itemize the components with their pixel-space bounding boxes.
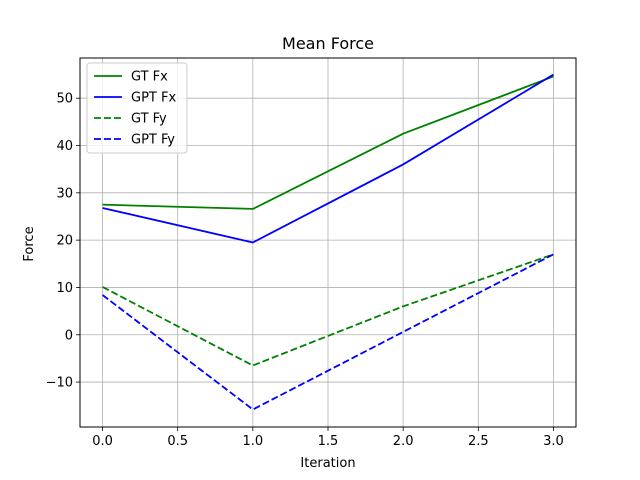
x-tick-label: 2.5: [468, 434, 489, 449]
x-tick-label: 0.0: [92, 434, 113, 449]
x-tick-label: 2.0: [393, 434, 414, 449]
y-tick-label: 20: [56, 234, 73, 249]
x-tick-label: 1.0: [243, 434, 264, 449]
chart-title: Mean Force: [282, 34, 374, 53]
y-tick-label: 0: [65, 328, 73, 343]
y-tick-label: 30: [56, 186, 73, 201]
y-axis-label: Force: [22, 226, 37, 261]
legend-label-gt-fx: GT Fx: [131, 70, 168, 85]
x-tick-label: 0.5: [167, 434, 188, 449]
x-axis-label: Iteration: [300, 456, 355, 471]
x-tick-label: 3.0: [543, 434, 564, 449]
y-tick-label: 10: [56, 281, 73, 296]
series-line-gpt-fy: [102, 253, 554, 411]
legend-box: [86, 62, 188, 154]
y-tick-label: −10: [46, 376, 73, 391]
legend-label-gt-fy: GT Fy: [131, 112, 167, 127]
legend-label-gpt-fy: GPT Fy: [131, 133, 175, 148]
plot-series: [102, 73, 554, 411]
series-line-gpt-fx: [102, 73, 554, 244]
series-line-gt-fy: [102, 253, 554, 367]
legend-label-gpt-fx: GPT Fx: [131, 91, 176, 106]
y-tick-label: 40: [56, 139, 73, 154]
series-line-gt-fx: [102, 75, 554, 210]
y-axis: −10 0 10 20 30 40 50: [46, 92, 80, 391]
x-axis: 0.0 0.5 1.0 1.5 2.0 2.5 3.0: [92, 427, 564, 449]
y-tick-label: 50: [56, 92, 73, 107]
x-tick-label: 1.5: [318, 434, 339, 449]
legend: GT Fx GPT Fx GT Fy GPT Fy: [86, 62, 188, 154]
